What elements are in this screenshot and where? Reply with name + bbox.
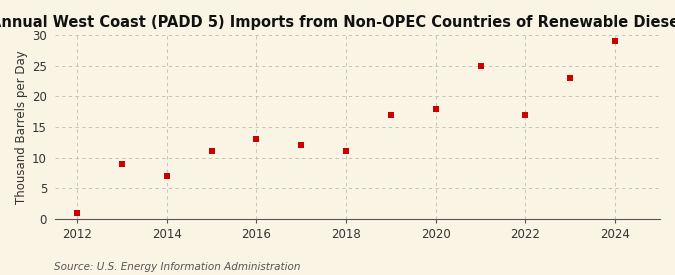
Point	[475, 64, 486, 68]
Point	[385, 112, 396, 117]
Point	[341, 149, 352, 154]
Point	[207, 149, 217, 154]
Point	[72, 210, 82, 215]
Text: Source: U.S. Energy Information Administration: Source: U.S. Energy Information Administ…	[54, 262, 300, 272]
Point	[161, 174, 172, 178]
Point	[431, 106, 441, 111]
Point	[296, 143, 306, 148]
Point	[520, 112, 531, 117]
Point	[251, 137, 262, 141]
Title: Annual West Coast (PADD 5) Imports from Non-OPEC Countries of Renewable Diesel F: Annual West Coast (PADD 5) Imports from …	[0, 15, 675, 30]
Y-axis label: Thousand Barrels per Day: Thousand Barrels per Day	[15, 50, 28, 204]
Point	[565, 76, 576, 80]
Point	[117, 161, 128, 166]
Point	[610, 39, 620, 44]
